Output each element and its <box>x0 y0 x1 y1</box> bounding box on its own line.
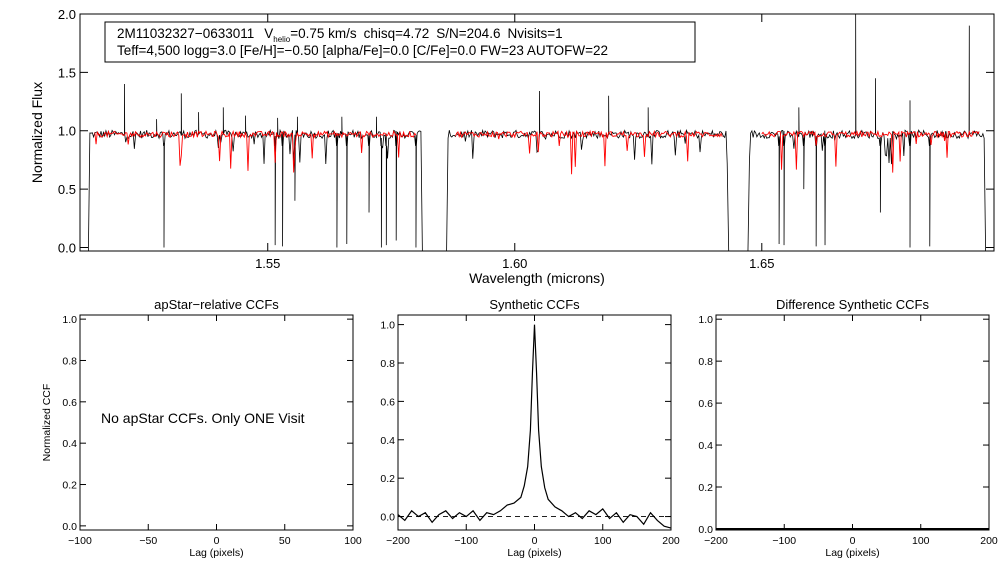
chisq: chisq=4.72 <box>364 26 430 41</box>
model-spectrum-line <box>94 129 980 175</box>
y-tick-label: 1.5 <box>58 65 76 80</box>
x-tick-label: 0 <box>850 535 856 547</box>
y-tick-label: 0.2 <box>698 482 713 494</box>
y-tick-label: 1.0 <box>698 314 713 326</box>
x-tick-label: 200 <box>662 535 680 547</box>
y-tick-label: 0.6 <box>698 398 713 410</box>
x-tick-label: 200 <box>980 535 998 547</box>
y-tick-label: 1.0 <box>58 124 76 139</box>
plot-frame <box>715 314 990 531</box>
x-tick-label: 0 <box>214 535 220 547</box>
nvisits: Nvisits=1 <box>507 26 562 41</box>
y-tick-label: 0.0 <box>698 524 713 536</box>
x-tick-label: 0 <box>532 535 538 547</box>
y-tick-label: 1.0 <box>62 314 77 326</box>
y-tick-label: 0.2 <box>380 473 395 485</box>
y-tick-label: 0.0 <box>58 240 76 255</box>
vhelio-subscript: helio <box>273 35 290 44</box>
info-box <box>104 21 696 63</box>
x-axis-label: Lag (pixels) <box>189 547 243 559</box>
plot-frame <box>397 314 672 531</box>
apstar-ccf-panel: −100 −50 0 50 100 0.0 0.2 0.4 0.6 0.8 1.0 apStar−re… <box>41 297 362 559</box>
y-tick-label: 0.6 <box>380 396 395 408</box>
difference-ccf-panel: −200 −100 0 100 200 0.0 0.2 0.4 0.6 0.8 1.0 Differe… <box>698 297 998 559</box>
info-line-1: 2M11032327−0633011 Vhelio=0.75 km/s chisq=… <box>117 26 563 44</box>
y-tick-label: 0.2 <box>62 480 77 492</box>
y-tick-label: 0.8 <box>380 358 395 370</box>
y-axis-label: Normalized CCF <box>41 384 53 462</box>
y-axis-label: Normalized Flux <box>29 82 45 183</box>
panel-title: Synthetic CCFs <box>489 297 580 312</box>
x-tick-label: 1.65 <box>749 256 774 271</box>
x-tick-label: −100 <box>772 535 796 547</box>
x-tick-label: −200 <box>386 535 410 547</box>
no-ccf-note: No apStar CCFs. Only ONE Visit <box>101 410 305 426</box>
y-tick-label: 0.0 <box>380 512 395 524</box>
info-line-2: Teff=4,500 logg=3.0 [Fe/H]=−0.50 [alpha/… <box>117 43 608 58</box>
x-tick-label: 100 <box>594 535 612 547</box>
y-tick-label: 0.0 <box>62 521 77 533</box>
panel-title: Difference Synthetic CCFs <box>776 297 929 312</box>
x-tick-label: −200 <box>704 535 728 547</box>
x-tick-label: 50 <box>279 535 291 547</box>
x-tick-label: 100 <box>912 535 930 547</box>
star-id: 2M11032327−0633011 <box>117 26 254 41</box>
vhelio-value: =0.75 km/s <box>290 26 357 41</box>
y-tick-label: 0.6 <box>62 397 77 409</box>
x-tick-label: −50 <box>139 535 157 547</box>
panel-title: apStar−relative CCFs <box>154 297 279 312</box>
y-tick-label: 1.0 <box>380 320 395 332</box>
y-tick-label: 0.8 <box>698 356 713 368</box>
x-axis-label: Lag (pixels) <box>507 547 561 559</box>
x-tick-label: 100 <box>344 535 362 547</box>
plot-frame <box>79 13 995 252</box>
y-tick-label: 2.0 <box>58 7 76 22</box>
y-tick-label: 0.4 <box>380 435 395 447</box>
y-tick-label: 0.4 <box>62 438 77 450</box>
y-tick-label: 0.4 <box>698 440 713 452</box>
x-tick-label: 1.55 <box>255 256 280 271</box>
x-tick-label: 1.60 <box>502 256 527 271</box>
x-tick-label: −100 <box>68 535 92 547</box>
vhelio-prefix: V <box>264 26 273 41</box>
synthetic-ccf-panel: −200 −100 0 100 200 0.0 0.2 0.4 0.6 0.8 1.0 Synthet… <box>380 297 680 559</box>
x-axis-label: Lag (pixels) <box>825 547 879 559</box>
ccf-line <box>397 324 672 529</box>
spectrum-panel: 1.55 1.60 1.65 0.0 0.5 1.0 1.5 2.0 Wavelength (m… <box>29 7 995 286</box>
snr: S/N=204.6 <box>436 26 500 41</box>
y-tick-label: 0.5 <box>58 182 76 197</box>
x-tick-label: −100 <box>454 535 478 547</box>
x-axis-label: Wavelength (microns) <box>469 270 605 286</box>
y-tick-label: 0.8 <box>62 355 77 367</box>
